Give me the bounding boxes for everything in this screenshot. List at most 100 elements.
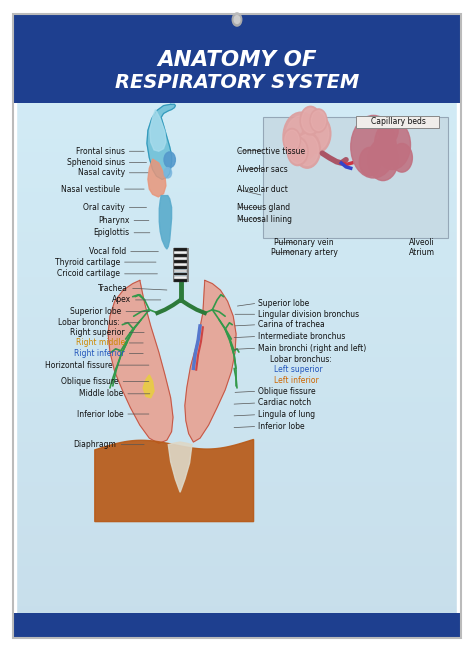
Circle shape [392,143,412,172]
Text: ANATOMY OF: ANATOMY OF [157,50,317,70]
Bar [13,312,461,317]
Text: Apex: Apex [112,295,131,304]
Bar [13,379,461,383]
Bar [13,602,461,606]
Bar [13,571,461,575]
Circle shape [294,132,320,168]
Bar [13,482,461,486]
Text: Cardiac notch: Cardiac notch [258,398,311,408]
Text: Inferior lobe: Inferior lobe [258,422,305,431]
Text: Cricoid cartilage: Cricoid cartilage [57,269,120,278]
Bar [13,433,461,437]
Bar [13,276,461,281]
Bar [13,134,461,139]
Circle shape [374,120,410,170]
Text: Right inferior: Right inferior [74,349,125,358]
Text: Atrium: Atrium [409,248,435,258]
Bar [13,625,461,629]
Bar [13,370,461,375]
Circle shape [283,128,301,152]
Bar [13,179,461,183]
Bar [13,402,461,406]
Bar [13,361,461,366]
Polygon shape [148,159,166,197]
Bar [13,237,461,241]
Bar [13,366,461,370]
Bar [174,273,187,276]
Bar [13,375,461,379]
Bar [13,557,461,562]
Bar [13,419,461,424]
Text: Oblique fissure: Oblique fissure [61,377,118,386]
Text: Nasal cavity: Nasal cavity [78,168,125,177]
Bar [13,188,461,192]
Text: Oral cavity: Oral cavity [83,203,125,212]
Bar [13,246,461,250]
Bar [13,201,461,205]
Bar [13,477,461,482]
Bar [13,518,461,522]
Bar [13,393,461,397]
Circle shape [283,112,319,162]
Circle shape [359,147,380,176]
Bar [13,522,461,526]
Circle shape [286,116,316,158]
Bar [13,223,461,228]
Bar [13,615,461,620]
Circle shape [287,137,308,166]
Bar [174,269,187,273]
Bar [13,620,461,625]
Text: Trachea: Trachea [98,284,128,293]
Bar [13,473,461,477]
Text: Left inferior: Left inferior [274,376,319,385]
Bar [13,321,461,326]
Bar [13,259,461,263]
Bar [13,491,461,495]
Text: Epiglottis: Epiglottis [93,228,129,237]
Bar [13,580,461,584]
Bar [13,486,461,491]
Bar [13,339,461,344]
Text: Thyroid cartilage: Thyroid cartilage [55,258,120,267]
Bar [13,161,461,166]
Text: Right middle: Right middle [75,338,125,348]
Bar [13,254,461,259]
Text: Superior lobe: Superior lobe [70,307,121,316]
Bar [173,248,174,282]
Bar [13,348,461,353]
Bar [13,152,461,156]
Text: Capillary beds: Capillary beds [371,117,426,126]
Circle shape [234,16,240,23]
Circle shape [310,109,327,132]
Bar [13,286,461,290]
Bar [13,156,461,161]
Bar [13,330,461,334]
Bar [13,513,461,518]
Text: Lobar bronchus:: Lobar bronchus: [58,318,120,327]
Bar [13,606,461,611]
Bar [13,299,461,304]
Text: Main bronchi (right and left): Main bronchi (right and left) [258,344,366,353]
Bar [13,509,461,513]
Bar [13,192,461,197]
Bar [13,125,461,130]
Circle shape [232,13,242,26]
Bar [13,553,461,557]
Bar [13,205,461,210]
Bar [13,281,461,286]
Bar [13,344,461,348]
Text: Sphenoid sinus: Sphenoid sinus [66,158,125,167]
Polygon shape [150,110,166,151]
Text: Inferior lobe: Inferior lobe [77,409,123,419]
Text: Superior lobe: Superior lobe [258,299,310,308]
Text: Vocal fold: Vocal fold [89,247,126,256]
Bar [13,268,461,273]
Bar [13,451,461,455]
Bar [13,397,461,402]
Bar [13,14,461,103]
Polygon shape [143,375,154,398]
Bar [13,117,461,121]
Bar [13,143,461,147]
Bar [13,174,461,179]
Bar [13,526,461,531]
